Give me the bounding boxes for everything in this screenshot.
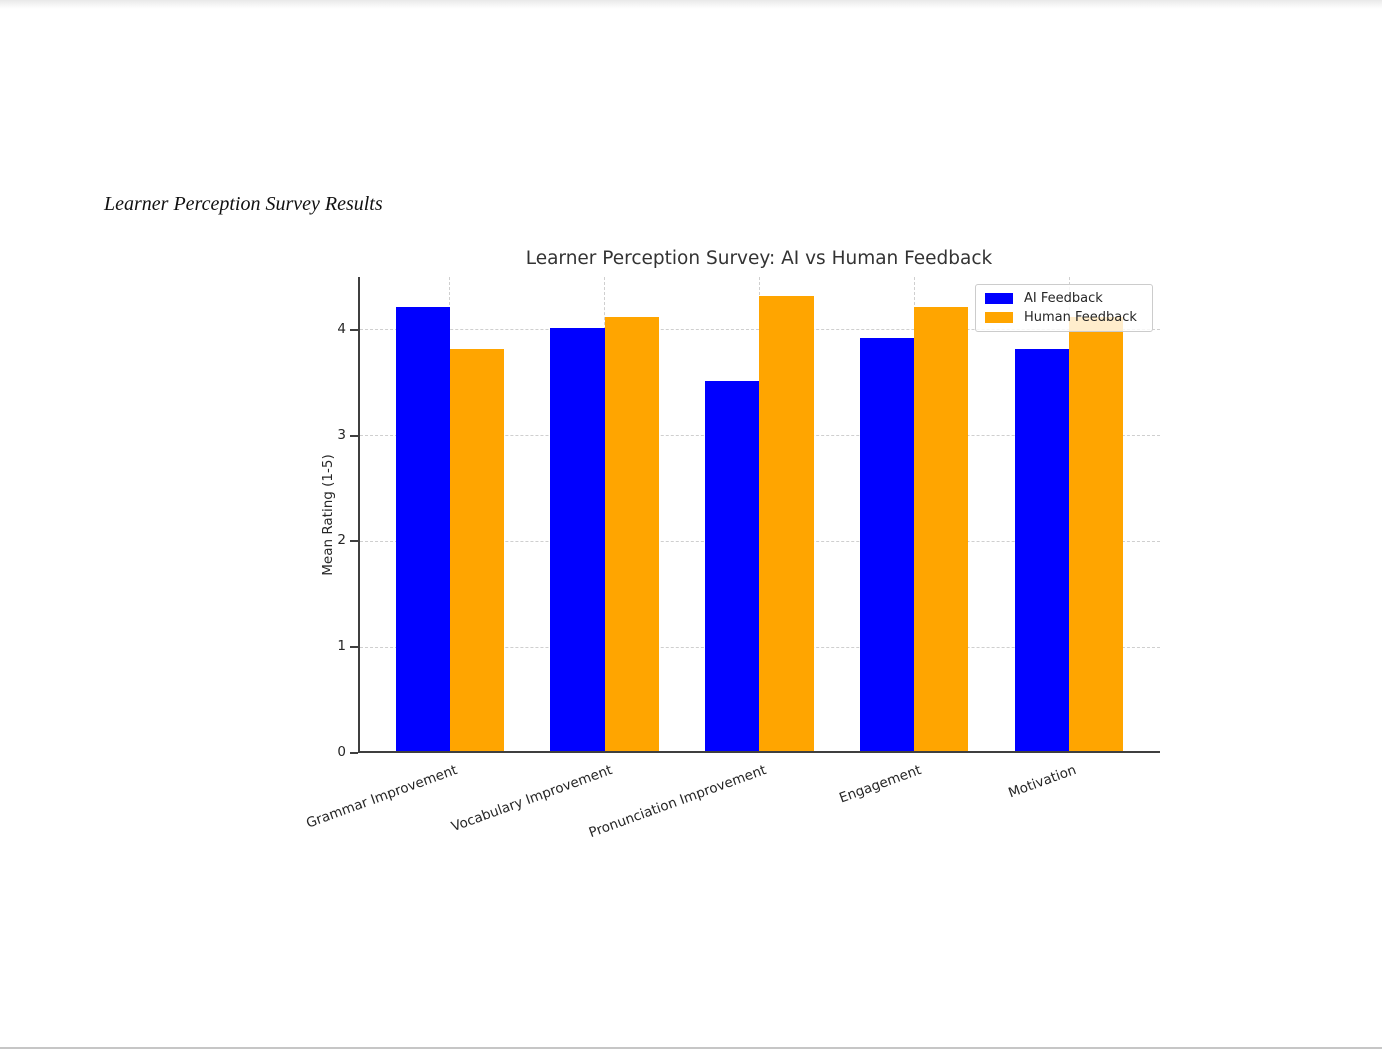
bar-human-feedback-engagement bbox=[914, 306, 969, 751]
y-tick-label: 2 bbox=[337, 532, 346, 549]
y-tick-label: 4 bbox=[337, 320, 346, 337]
chart-title: Learner Perception Survey: AI vs Human F… bbox=[525, 248, 993, 269]
bar-human-feedback-motivation bbox=[1069, 317, 1124, 751]
x-tick-label: Engagement bbox=[837, 762, 924, 807]
y-axis-label: Mean Rating (1-5) bbox=[320, 454, 336, 576]
legend-label: Human Feedback bbox=[1024, 310, 1137, 325]
bar-ai-feedback-vocabulary-improvement bbox=[550, 327, 605, 751]
y-tick-mark bbox=[350, 434, 358, 437]
bar-ai-feedback-grammar-improvement bbox=[395, 306, 450, 751]
legend-label: AI Feedback bbox=[1024, 291, 1103, 306]
y-tick-label: 0 bbox=[337, 744, 346, 760]
x-tick-label: Pronunciation Improvement bbox=[587, 762, 769, 842]
page-bottom-divider bbox=[0, 1047, 1382, 1049]
bar-human-feedback-grammar-improvement bbox=[449, 349, 504, 751]
plot-area: 0 1 2 3 4 Grammar Improvement Vocabulary Impro… bbox=[304, 277, 1160, 841]
document-heading[interactable]: Learner Perception Survey Results bbox=[104, 193, 383, 215]
y-tick-mark bbox=[350, 752, 358, 754]
bar-human-feedback-vocabulary-improvement bbox=[604, 317, 659, 751]
legend-entry-human-feedback: Human Feedback bbox=[985, 310, 1143, 325]
page-top-shadow bbox=[0, 0, 1382, 9]
legend-swatch bbox=[985, 293, 1013, 304]
legend-swatch bbox=[985, 312, 1013, 323]
bar-ai-feedback-pronunciation-improvement bbox=[705, 380, 760, 751]
chart-figure[interactable]: Learner Perception Survey: AI vs Human F… bbox=[304, 240, 1175, 865]
bar-human-feedback-pronunciation-improvement bbox=[759, 296, 814, 751]
y-tick-mark bbox=[350, 328, 358, 331]
x-tick-label: Motivation bbox=[1006, 762, 1079, 802]
y-tick-mark bbox=[350, 540, 358, 543]
legend-entry-ai-feedback: AI Feedback bbox=[985, 291, 1143, 306]
y-tick-label: 3 bbox=[337, 426, 346, 443]
x-tick-label: Grammar Improvement bbox=[303, 762, 460, 832]
chart-legend: AI Feedback Human Feedback bbox=[975, 284, 1153, 332]
bar-ai-feedback-motivation bbox=[1014, 349, 1070, 751]
y-tick-label: 1 bbox=[337, 638, 346, 655]
bar-ai-feedback-engagement bbox=[860, 338, 915, 751]
y-tick-mark bbox=[350, 646, 358, 649]
